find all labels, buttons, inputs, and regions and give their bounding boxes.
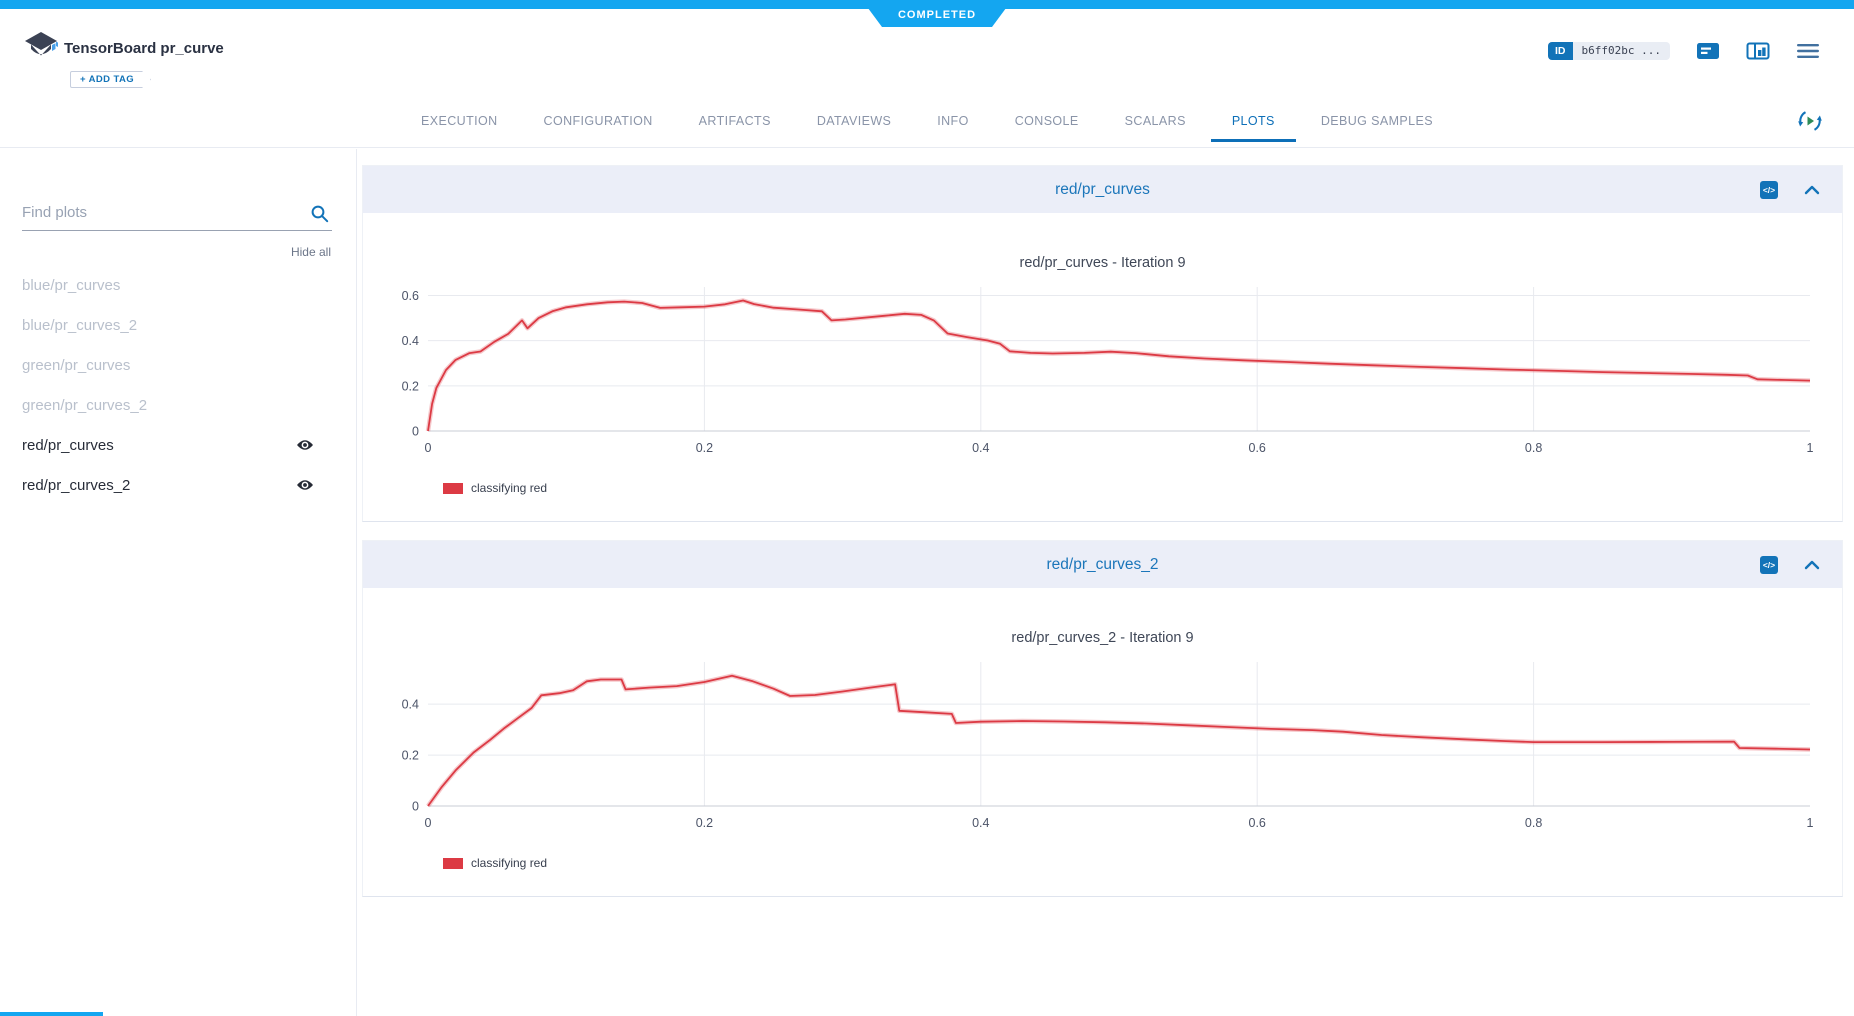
collapse-panel-button[interactable] (1804, 560, 1820, 570)
sidebar-item-green-pr-curves[interactable]: green/pr_curves (0, 345, 356, 385)
svg-text:0.8: 0.8 (1525, 816, 1542, 830)
tab-dataviews[interactable]: DATAVIEWS (796, 95, 912, 147)
split-view-button[interactable] (1744, 38, 1772, 64)
page-title: TensorBoard pr_curve (64, 40, 224, 57)
auto-refresh-button[interactable] (1796, 106, 1826, 136)
search-icon[interactable] (310, 204, 330, 229)
legend-item[interactable]: classifying red (443, 481, 1842, 495)
tab-configuration[interactable]: CONFIGURATION (523, 95, 674, 147)
svg-text:0.4: 0.4 (972, 816, 989, 830)
svg-text:1: 1 (1807, 816, 1814, 830)
chevron-up-icon (1804, 185, 1820, 195)
svg-text:1: 1 (1807, 441, 1814, 455)
plot-area[interactable]: 0 0.2 0.4 0.6 0.8 1 0 0.2 0.4 (363, 656, 1841, 840)
eye-visible-icon[interactable] (296, 479, 314, 491)
plot-name-label: green/pr_curves_2 (22, 396, 148, 414)
svg-text:0.4: 0.4 (402, 698, 419, 712)
sidebar-item-red-pr-curves[interactable]: red/pr_curves (0, 425, 356, 465)
panel-actions: </> (1760, 541, 1820, 588)
legend-swatch (443, 857, 463, 869)
svg-text:0: 0 (425, 816, 432, 830)
plots-main: red/pr_curves </> red/pr_curv (357, 149, 1854, 1016)
add-tag-button[interactable]: + ADD TAG (70, 71, 151, 88)
svg-text:0.6: 0.6 (1249, 441, 1266, 455)
content-area: Hide all blue/pr_curves blue/pr_curves_2g… (0, 149, 1854, 1016)
tab-debug-samples[interactable]: DEBUG SAMPLES (1300, 95, 1454, 147)
svg-text:0.8: 0.8 (1525, 441, 1542, 455)
tab-info[interactable]: INFO (916, 95, 989, 147)
svg-text:0.4: 0.4 (972, 441, 989, 455)
plot-panel-red-pr-curves-2: red/pr_curves_2 </> red/pr_cu (362, 540, 1843, 897)
svg-text:0: 0 (425, 441, 432, 455)
id-value[interactable]: b6ff02bc ... (1572, 42, 1670, 60)
tab-scalars[interactable]: SCALARS (1104, 95, 1207, 147)
hide-all-button[interactable]: Hide all (290, 245, 331, 259)
svg-text:0: 0 (412, 425, 419, 439)
plot-name-label: red/pr_curves (22, 436, 114, 454)
sidebar-item-red-pr-curves-2[interactable]: red/pr_curves_2 (0, 465, 356, 505)
plot-name-label: red/pr_curves_2 (22, 476, 131, 494)
panel-actions: </> (1760, 166, 1820, 213)
svg-text:0.2: 0.2 (696, 816, 713, 830)
details-panel-button[interactable] (1694, 38, 1722, 64)
task-type-icon (25, 32, 58, 56)
embed-code-icon[interactable]: </> (1760, 180, 1778, 199)
tab-console[interactable]: CONSOLE (994, 95, 1100, 147)
svg-text:0.2: 0.2 (402, 379, 419, 393)
panel-body: red/pr_curves - Iteration 9 0 0.2 0.4 0.6 0.… (363, 255, 1842, 521)
panel-title: red/pr_curves_2 (1046, 555, 1159, 573)
panel-header: red/pr_curves_2 </> (363, 541, 1842, 588)
svg-text:0.2: 0.2 (402, 749, 419, 763)
status-badge: COMPLETED (862, 0, 1012, 27)
svg-text:0.4: 0.4 (402, 334, 419, 348)
task-id-badge: ID b6ff02bc ... (1548, 42, 1670, 60)
plot-list: blue/pr_curves blue/pr_curves_2 green/pr_c… (0, 265, 356, 505)
hamburger-menu-icon (1796, 43, 1820, 59)
details-icon (1696, 42, 1720, 60)
legend-label: classifying red (471, 481, 548, 495)
tab-artifacts[interactable]: ARTIFACTS (678, 95, 792, 147)
svg-text:0: 0 (412, 800, 419, 814)
sidebar-item-blue-pr-curves-2[interactable]: blue/pr_curves_2 (0, 305, 356, 345)
panel-body: red/pr_curves_2 - Iteration 9 0 0.2 0.4 0.6… (363, 630, 1842, 896)
panel-header: red/pr_curves </> (363, 166, 1842, 213)
chart-title: red/pr_curves_2 - Iteration 9 (1011, 630, 1194, 646)
svg-text:0.2: 0.2 (696, 441, 713, 455)
app-header: TensorBoard pr_curve + ADD TAG ID b6ff02… (0, 9, 1854, 95)
svg-text:0.6: 0.6 (1249, 816, 1266, 830)
tab-bar: EXECUTION CONFIGURATION ARTIFACTS DATAVIEWS… (0, 95, 1854, 148)
header-actions: ID b6ff02bc ... (1548, 38, 1854, 64)
id-label: ID (1548, 42, 1573, 60)
chart-title: red/pr_curves - Iteration 9 (1019, 255, 1186, 271)
auto-refresh-icon (1796, 107, 1826, 135)
plot-area[interactable]: 0 0.2 0.4 0.6 0.8 1 0 0.2 0.4 0.6 (363, 281, 1841, 465)
split-view-icon (1746, 42, 1770, 60)
legend-label: classifying red (471, 856, 548, 870)
horizontal-scrollbar-thumb[interactable] (0, 1012, 103, 1016)
embed-code-icon[interactable]: </> (1760, 555, 1778, 574)
plots-sidebar: Hide all blue/pr_curves blue/pr_curves_2g… (0, 149, 357, 1016)
search-input[interactable] (22, 199, 294, 226)
status-badge-label: COMPLETED (897, 9, 977, 21)
legend-item[interactable]: classifying red (443, 856, 1842, 870)
main-menu-button[interactable] (1794, 38, 1822, 64)
sidebar-item-green-pr-curves-2[interactable]: green/pr_curves_2 (0, 385, 356, 425)
plot-name-label: blue/pr_curves (22, 276, 121, 294)
tab-execution[interactable]: EXECUTION (400, 95, 519, 147)
plot-panel-red-pr-curves: red/pr_curves </> red/pr_curv (362, 165, 1843, 522)
plot-search-box (22, 199, 332, 231)
plot-name-label: green/pr_curves (22, 356, 131, 374)
plot-name-label: blue/pr_curves_2 (22, 316, 138, 334)
eye-visible-icon[interactable] (296, 439, 314, 451)
svg-text:0.6: 0.6 (402, 289, 419, 303)
sidebar-item-blue-pr-curves[interactable]: blue/pr_curves (0, 265, 356, 305)
legend-swatch (443, 482, 463, 494)
collapse-panel-button[interactable] (1804, 185, 1820, 195)
tab-plots[interactable]: PLOTS (1210, 95, 1296, 147)
panel-title: red/pr_curves (1055, 180, 1150, 198)
chevron-up-icon (1804, 560, 1820, 570)
